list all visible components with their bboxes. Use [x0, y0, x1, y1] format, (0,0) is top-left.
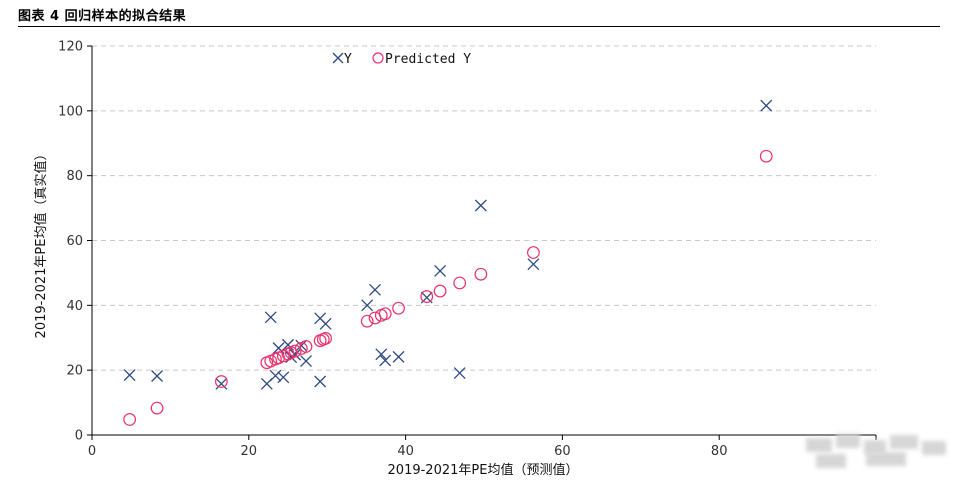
x-tick-label: 20	[241, 444, 258, 459]
y-axis-label: 2019-2021年PE均值（真实值）	[33, 148, 49, 339]
x-tick-label: 0	[88, 444, 96, 459]
data-point-predicted	[474, 267, 488, 281]
data-point-predicted	[150, 401, 164, 415]
legend-marker-y	[332, 52, 344, 64]
data-point-y	[434, 265, 447, 277]
data-point-y	[300, 355, 312, 368]
y-tick-label: 20	[66, 364, 83, 379]
data-points	[123, 99, 773, 426]
data-point-y	[379, 354, 392, 367]
axes	[87, 45, 877, 440]
data-point-y	[314, 375, 327, 388]
data-point-y	[474, 199, 487, 212]
x-tick-label: 60	[554, 444, 571, 459]
data-point-predicted	[420, 290, 434, 303]
data-point-predicted	[123, 413, 137, 426]
y-tick-label: 60	[66, 234, 83, 249]
data-point-predicted	[378, 307, 392, 321]
data-point-y	[277, 371, 290, 384]
data-point-y	[375, 348, 388, 361]
watermark-blur	[806, 432, 956, 472]
data-point-y	[295, 339, 308, 352]
data-point-predicted	[360, 314, 374, 328]
legend-label-y: Y	[344, 52, 352, 67]
x-tick-label: 80	[711, 444, 728, 459]
data-point-predicted	[392, 301, 405, 315]
data-point-predicted	[526, 246, 540, 259]
data-point-y	[453, 367, 466, 380]
y-tick-label: 120	[58, 40, 83, 55]
data-point-y	[392, 350, 405, 363]
data-point-y	[527, 258, 540, 271]
legend: Y Predicted Y	[332, 52, 471, 67]
data-point-predicted	[433, 284, 447, 298]
y-tick-label: 100	[58, 104, 83, 119]
title-divider	[18, 26, 940, 27]
data-point-y	[264, 311, 277, 324]
data-point-predicted	[299, 340, 313, 353]
data-point-y	[361, 299, 374, 312]
data-point-y	[760, 99, 773, 112]
y-tick-label: 40	[66, 299, 83, 314]
data-point-y	[319, 317, 332, 330]
figure-title: 图表 4 回归样本的拟合结果	[18, 9, 187, 24]
data-point-predicted	[214, 375, 228, 388]
data-point-predicted	[453, 276, 467, 290]
data-point-y	[215, 377, 228, 390]
y-tick-label: 80	[66, 169, 83, 184]
data-point-predicted	[288, 344, 302, 358]
x-tick-label: 40	[397, 444, 414, 459]
legend-marker-predicted	[372, 52, 384, 64]
data-point-predicted	[319, 331, 333, 345]
legend-label-predicted: Predicted Y	[385, 52, 471, 67]
data-point-y	[151, 370, 164, 382]
data-point-predicted	[759, 149, 773, 163]
data-point-y	[282, 338, 294, 351]
tick-labels: 0 20 40 60 80 100 120 0 20 40 60 80	[58, 40, 727, 460]
x-axis-label: 2019-2021年PE均值（预测值）	[388, 462, 579, 478]
data-point-y	[269, 369, 282, 382]
y-tick-label: 0	[75, 429, 83, 444]
gridlines	[92, 45, 876, 371]
data-point-y	[369, 283, 381, 296]
data-point-y	[123, 369, 136, 381]
